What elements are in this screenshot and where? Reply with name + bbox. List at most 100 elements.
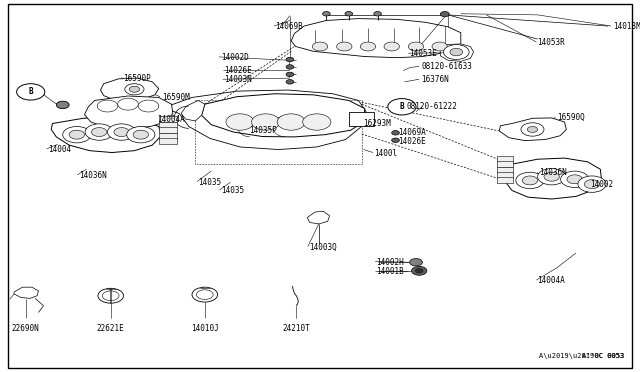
Circle shape	[544, 172, 559, 181]
Text: 08120-61222: 08120-61222	[406, 102, 457, 111]
Bar	[497, 172, 513, 178]
Text: 16590Q: 16590Q	[557, 113, 584, 122]
Text: 16590M: 16590M	[162, 93, 189, 102]
Bar	[497, 177, 513, 183]
Text: 14013M: 14013M	[613, 22, 640, 31]
Circle shape	[444, 45, 469, 60]
Text: 14002D: 14002D	[221, 53, 248, 62]
Bar	[497, 161, 513, 167]
Circle shape	[129, 86, 140, 92]
Circle shape	[63, 126, 91, 143]
Bar	[349, 112, 374, 126]
Text: 14035: 14035	[198, 178, 221, 187]
Text: 14035P: 14035P	[250, 126, 277, 135]
Text: 14053E: 14053E	[410, 49, 437, 58]
Circle shape	[108, 124, 136, 140]
Circle shape	[392, 138, 399, 142]
Circle shape	[392, 131, 399, 135]
Text: 14069A: 14069A	[398, 128, 426, 137]
Circle shape	[408, 42, 424, 51]
Text: 14004A: 14004A	[157, 115, 184, 124]
Circle shape	[415, 269, 423, 273]
Text: B: B	[28, 87, 33, 96]
Text: 14004: 14004	[48, 145, 71, 154]
Bar	[159, 127, 177, 133]
Circle shape	[432, 42, 447, 51]
Polygon shape	[100, 78, 159, 100]
Bar	[159, 138, 177, 144]
Text: A’’0C 0053: A’’0C 0053	[582, 353, 624, 359]
Circle shape	[567, 175, 582, 184]
Text: 22621E: 22621E	[97, 324, 125, 333]
Circle shape	[360, 42, 376, 51]
Polygon shape	[291, 19, 461, 58]
Polygon shape	[84, 96, 173, 128]
Polygon shape	[307, 211, 330, 224]
Circle shape	[516, 172, 544, 189]
Circle shape	[138, 100, 159, 112]
Text: B: B	[399, 102, 404, 111]
Text: 14001B: 14001B	[376, 267, 404, 276]
Text: 16376N: 16376N	[421, 76, 449, 84]
Polygon shape	[499, 118, 566, 141]
Circle shape	[118, 98, 138, 110]
Polygon shape	[504, 158, 602, 199]
Text: 24210T: 24210T	[282, 324, 310, 333]
Text: 14053R: 14053R	[538, 38, 565, 47]
Circle shape	[286, 80, 294, 84]
Circle shape	[114, 128, 129, 137]
Text: 16590P: 16590P	[123, 74, 150, 83]
Text: A\u2019\u20190C 0053: A\u2019\u20190C 0053	[539, 353, 624, 359]
Circle shape	[388, 99, 416, 115]
Circle shape	[69, 130, 84, 139]
Text: 14036N: 14036N	[539, 169, 566, 177]
Circle shape	[17, 84, 45, 100]
Text: 14069B: 14069B	[275, 22, 303, 31]
Text: 14003Q: 14003Q	[309, 243, 337, 252]
Circle shape	[538, 169, 566, 185]
Text: 08120-61633: 08120-61633	[421, 62, 472, 71]
Circle shape	[345, 12, 353, 16]
Polygon shape	[440, 44, 474, 61]
Polygon shape	[14, 287, 38, 298]
Circle shape	[578, 176, 606, 192]
Circle shape	[561, 171, 589, 187]
Circle shape	[92, 128, 107, 137]
Text: 14026E: 14026E	[398, 137, 426, 146]
Circle shape	[527, 126, 538, 132]
Circle shape	[522, 176, 538, 185]
Text: 14036N: 14036N	[79, 171, 106, 180]
Bar	[159, 133, 177, 139]
Circle shape	[521, 123, 544, 136]
Circle shape	[277, 114, 305, 130]
Circle shape	[384, 42, 399, 51]
Circle shape	[440, 12, 449, 17]
Text: 14026E: 14026E	[224, 66, 252, 75]
Polygon shape	[202, 94, 365, 137]
Circle shape	[410, 259, 422, 266]
Circle shape	[226, 114, 254, 130]
Circle shape	[97, 100, 118, 112]
Text: 14002H: 14002H	[376, 258, 404, 267]
Circle shape	[286, 72, 294, 77]
Text: 14010J: 14010J	[191, 324, 219, 333]
Polygon shape	[181, 100, 205, 121]
Bar	[159, 122, 177, 128]
Circle shape	[374, 12, 381, 16]
Circle shape	[303, 114, 331, 130]
Bar	[497, 167, 513, 173]
Text: 14004A: 14004A	[538, 276, 565, 285]
Circle shape	[412, 266, 427, 275]
Text: 1400l: 1400l	[374, 149, 397, 158]
Circle shape	[450, 48, 463, 56]
Text: 22690N: 22690N	[12, 324, 40, 333]
Bar	[497, 156, 513, 162]
Circle shape	[252, 114, 280, 130]
Circle shape	[337, 42, 352, 51]
Polygon shape	[51, 117, 161, 153]
Text: 14035: 14035	[221, 186, 244, 195]
Bar	[159, 116, 177, 122]
Text: 16293M: 16293M	[364, 119, 391, 128]
Circle shape	[127, 126, 155, 143]
Circle shape	[286, 57, 294, 62]
